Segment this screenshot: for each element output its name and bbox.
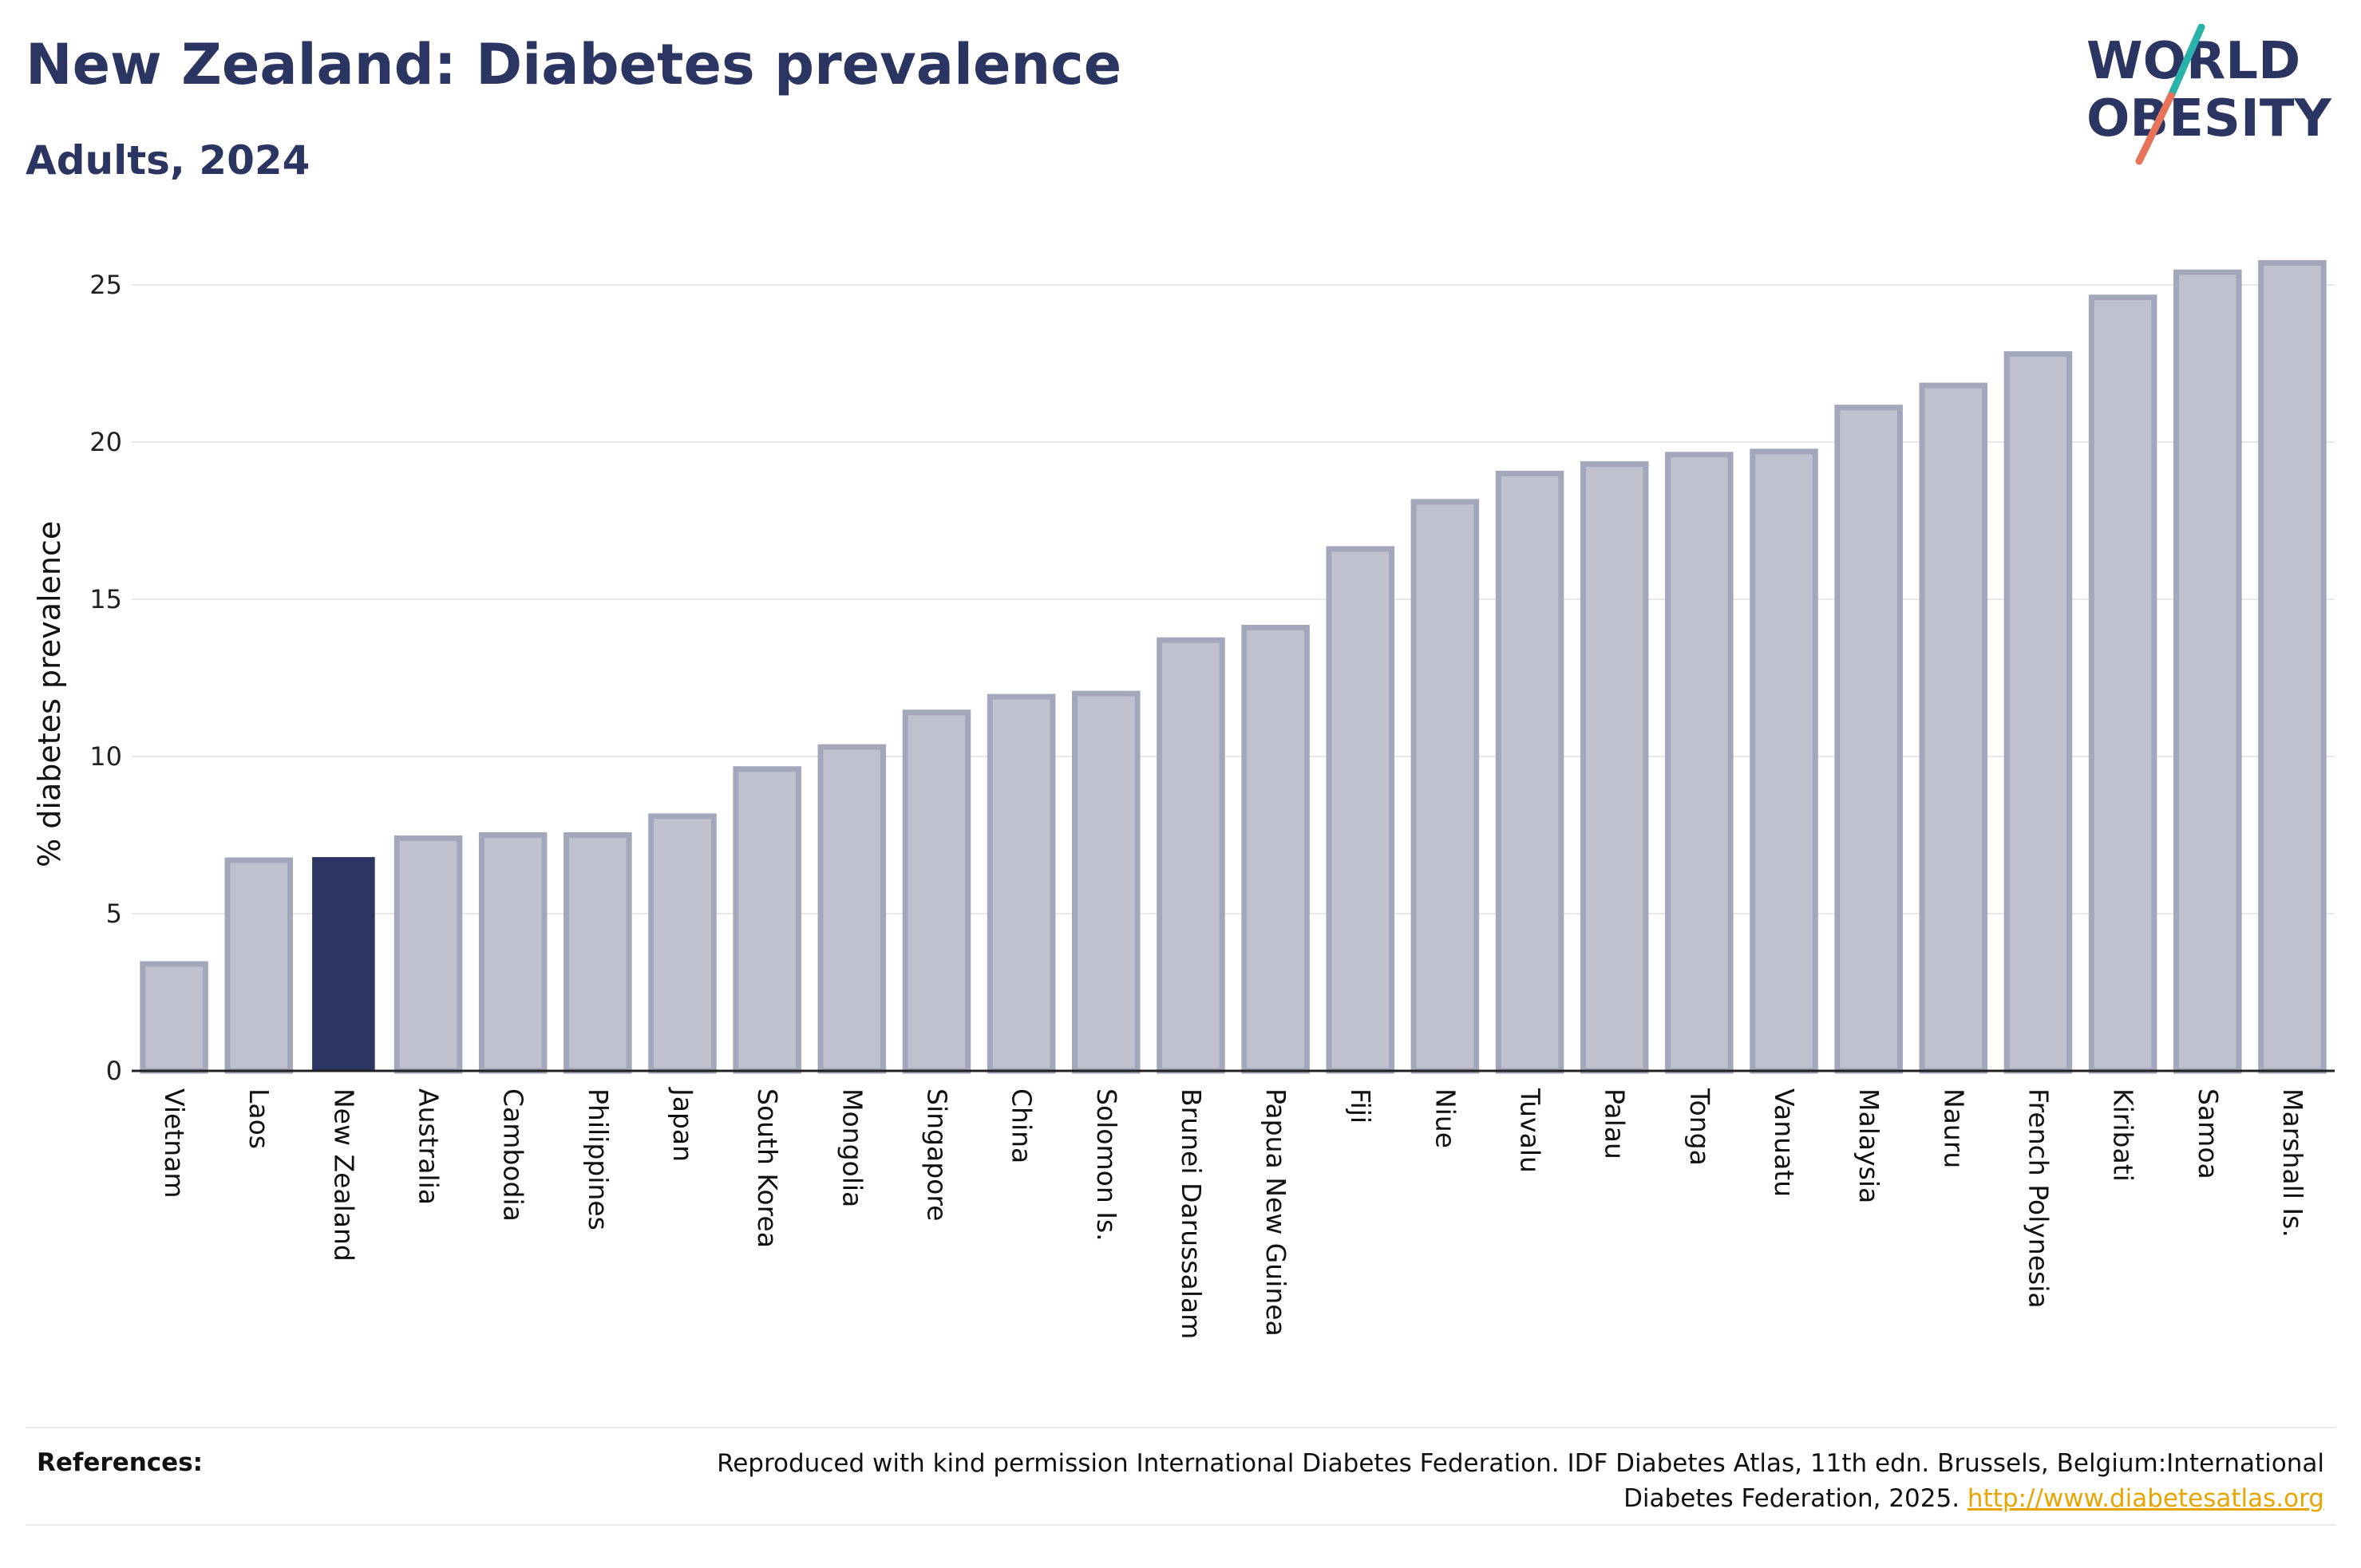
- x-tick-label: Australia: [413, 1088, 445, 1205]
- bar-philippines: [564, 832, 632, 1074]
- references-text-block: Reproduced with kind permission Internat…: [648, 1446, 2324, 1516]
- x-tick-label: French Polynesia: [2023, 1088, 2054, 1309]
- bar-vietnam: [140, 961, 208, 1074]
- x-tick-label: Cambodia: [498, 1088, 529, 1222]
- bar-french-polynesia: [2003, 351, 2073, 1074]
- x-tick-label: Solomon Is.: [1091, 1088, 1122, 1242]
- references-rule-top: [26, 1427, 2336, 1428]
- bar-singapore: [902, 709, 971, 1074]
- references-text: Reproduced with kind permission Internat…: [717, 1449, 2324, 1513]
- y-tick-label: 20: [89, 427, 122, 457]
- x-tick-label: Laos: [243, 1088, 275, 1149]
- x-tick-label: Philippines: [583, 1088, 614, 1230]
- y-tick-label: 15: [89, 584, 122, 614]
- y-tick-label: 10: [89, 741, 122, 772]
- x-tick-label: Fiji: [1345, 1088, 1376, 1124]
- references-label: References:: [37, 1448, 204, 1477]
- x-tick-label: Japan: [667, 1087, 698, 1162]
- bar-mongolia: [817, 744, 887, 1074]
- x-tick-label: Vanuatu: [1769, 1088, 1800, 1197]
- bar-australia: [394, 835, 463, 1074]
- bar-nauru: [1919, 382, 1988, 1074]
- bar-china: [987, 693, 1056, 1074]
- references-rule-bottom: [26, 1524, 2336, 1526]
- y-tick-label: 5: [106, 899, 122, 929]
- bar-fiji: [1326, 546, 1395, 1074]
- bar-marshall-is: [2258, 259, 2327, 1074]
- bar-chart: 0 5 10 15 20 25 Vietnam Laos New Zealand Austral…: [32, 259, 2335, 1339]
- x-tick-label: New Zealand: [328, 1088, 359, 1262]
- bar-niue: [1410, 499, 1480, 1074]
- x-tick-label: Samoa: [2193, 1088, 2224, 1179]
- x-tick-label: Brunei Darussalam: [1176, 1088, 1207, 1339]
- bar-kiribati: [2088, 294, 2157, 1074]
- x-tick-label: Nauru: [1938, 1088, 1969, 1168]
- bar-japan: [648, 813, 717, 1074]
- x-tick-label: China: [1006, 1088, 1038, 1163]
- x-tick-label: Marshall Is.: [2277, 1088, 2308, 1238]
- bars: [140, 259, 2327, 1074]
- x-tick-label: Palau: [1600, 1088, 1631, 1159]
- y-axis-label: % diabetes prevalence: [32, 521, 67, 867]
- x-tick-label: South Korea: [752, 1088, 783, 1248]
- bar-malaysia: [1834, 405, 1903, 1074]
- bar-new-zealand: [312, 857, 375, 1071]
- references-link[interactable]: http://www.diabetesatlas.org: [1967, 1484, 2324, 1513]
- chart-title: New Zealand: Diabetes prevalence: [26, 32, 1122, 97]
- x-tick-label: Singapore: [921, 1088, 952, 1221]
- x-tick-label: Malaysia: [1853, 1088, 1884, 1203]
- logo-slash-top: [2167, 24, 2205, 100]
- bar-tuvalu: [1495, 470, 1564, 1074]
- bar-cambodia: [478, 832, 548, 1074]
- bar-brunei-darussalam: [1157, 637, 1225, 1074]
- x-tick-label: Mongolia: [836, 1088, 868, 1207]
- bar-laos: [224, 857, 294, 1074]
- logo-word-obesity: OBESITY: [2086, 89, 2331, 148]
- bar-south-korea: [733, 766, 801, 1074]
- x-tick-label: Kiribati: [2108, 1088, 2139, 1182]
- logo-slash-bottom: [2135, 92, 2175, 165]
- x-tick-label: Tonga: [1684, 1088, 1715, 1166]
- chart-subtitle: Adults, 2024: [26, 137, 310, 184]
- bar-vanuatu: [1750, 448, 1818, 1074]
- y-axis-ticks: 0 5 10 15 20 25: [89, 270, 122, 1086]
- x-tick-label: Vietnam: [159, 1088, 190, 1199]
- bar-solomon-is: [1071, 690, 1141, 1074]
- bar-papua-new-guinea: [1241, 624, 1310, 1074]
- bar-palau: [1580, 461, 1649, 1074]
- x-tick-label: Tuvalu: [1515, 1088, 1546, 1173]
- y-tick-label: 25: [89, 270, 122, 300]
- world-obesity-logo: WORLD OBESITY: [2086, 24, 2331, 165]
- bar-samoa: [2173, 269, 2242, 1074]
- x-tick-label: Papua New Guinea: [1260, 1088, 1291, 1337]
- x-axis-labels: Vietnam Laos New Zealand Australia Cambodia P…: [159, 1087, 2308, 1339]
- y-tick-label: 0: [106, 1056, 122, 1086]
- x-tick-label: Niue: [1430, 1088, 1461, 1148]
- bar-tonga: [1665, 452, 1734, 1074]
